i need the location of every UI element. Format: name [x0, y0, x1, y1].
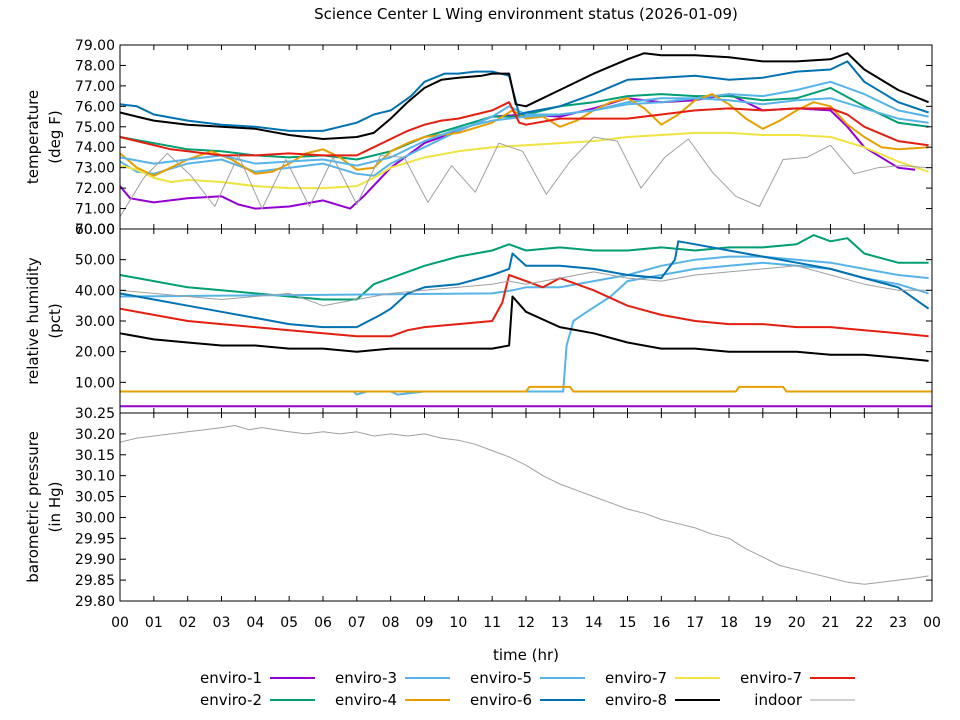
- temperature-series-enviro-7-6: [119, 131, 929, 190]
- x-tick-label: 05: [280, 615, 298, 631]
- temperature-ylabel-line: temperature: [24, 90, 42, 184]
- x-tick-label: 22: [855, 615, 873, 631]
- legend-label-enviro-7: enviro-7: [605, 669, 667, 687]
- x-tick-label: 17: [686, 615, 704, 631]
- humidity-ytick-label: 50.00: [75, 253, 115, 269]
- panel-humidity: 10.00 20.00 30.00 40.00 50.00 60.00 relative h…: [24, 222, 933, 414]
- humidity-series-enviro-5-4: [119, 255, 929, 298]
- chart-legend: enviro-1 enviro-2 enviro-3 enviro-4 enviro-5…: [200, 669, 855, 709]
- x-tick-label: 11: [483, 615, 501, 631]
- x-tick-label: 20: [788, 615, 806, 631]
- legend-label-enviro-1: enviro-1: [200, 669, 262, 687]
- x-tick-label: 15: [619, 615, 637, 631]
- temperature-ytick-label: 72.00: [75, 181, 115, 197]
- pressure-ytick-label: 30.00: [75, 510, 115, 526]
- legend-label-enviro-5: enviro-5: [470, 669, 532, 687]
- pressure-series-indoor-0: [119, 425, 929, 585]
- legend-label-enviro-2: enviro-2: [200, 691, 262, 709]
- temperature-ytick-label: 76.00: [75, 99, 115, 115]
- humidity-ylabel-line: (pct): [46, 303, 64, 338]
- pressure-ytick-label: 30.05: [75, 490, 115, 506]
- temperature-ytick-label: 77.00: [75, 79, 115, 95]
- x-tick-label: 06: [314, 615, 332, 631]
- chart-panels: 70.00 71.00 72.00 73.00 74.00 75.00 76.00 77.00…: [24, 38, 933, 610]
- x-tick-label: 02: [179, 615, 197, 631]
- pressure-ytick-label: 30.15: [75, 448, 115, 464]
- x-tick-label: 18: [720, 615, 738, 631]
- humidity-ylabel: relative humidity (pct): [24, 257, 64, 385]
- x-axis: 00 01 02 03 04 05 06 07 08 09 10 11 12 13 14 15 16 17 18 19…: [111, 615, 941, 631]
- temperature-ytick-label: 79.00: [75, 38, 115, 54]
- temperature-series-enviro-4-3: [119, 93, 929, 177]
- pressure-ytick-label: 29.85: [75, 573, 115, 589]
- pressure-ytick-label: 30.20: [75, 427, 115, 443]
- humidity-series-enviro-4-3: [120, 385, 932, 393]
- temperature-series-enviro-7-7: [119, 101, 929, 157]
- x-tick-label: 04: [246, 615, 264, 631]
- humidity-ytick-label: 30.00: [75, 314, 115, 330]
- temperature-series-enviro-8-8: [119, 52, 929, 140]
- temperature-ytick-label: 78.00: [75, 58, 115, 74]
- x-tick-label: 03: [213, 615, 231, 631]
- humidity-ytick-label: 20.00: [75, 345, 115, 361]
- x-tick-label: 07: [348, 615, 366, 631]
- x-tick-label: 01: [145, 615, 163, 631]
- panel-pressure: 29.80 29.85 29.90 29.95 30.00 30.05 30.10 30.15…: [24, 406, 933, 610]
- pressure-ytick-label: 30.25: [75, 406, 115, 422]
- pressure-ytick-label: 29.80: [75, 594, 115, 610]
- humidity-frame: [119, 228, 933, 414]
- humidity-series-enviro-6-5: [119, 240, 930, 329]
- x-tick-label: 23: [889, 615, 907, 631]
- pressure-frame: [119, 412, 933, 602]
- temperature-frame: [119, 44, 933, 230]
- chart-title: Science Center L Wing environment status…: [314, 5, 738, 23]
- legend-label-enviro-8: enviro-8: [605, 691, 667, 709]
- temperature-series-indoor-9: [119, 136, 929, 217]
- temperature-series-enviro-5-4: [119, 97, 929, 167]
- temperature-ytick-label: 75.00: [75, 120, 115, 136]
- humidity-ytick-label: 10.00: [75, 375, 115, 391]
- x-tick-label: 09: [416, 615, 434, 631]
- x-tick-label: 14: [585, 615, 603, 631]
- pressure-ylabel: barometric pressure (in Hg): [24, 431, 64, 583]
- humidity-series-enviro-7-6: [119, 274, 929, 338]
- humidity-series-indoor-8: [119, 265, 929, 307]
- legend-label-enviro-7: enviro-7: [740, 669, 802, 687]
- temperature-series-enviro-3-2: [119, 80, 929, 177]
- temperature-ylabel: temperature (deg F): [24, 90, 64, 184]
- x-tick-label: 13: [551, 615, 569, 631]
- legend-label-enviro-3: enviro-3: [335, 669, 397, 687]
- x-tick-label: 21: [822, 615, 840, 631]
- legend-label-enviro-4: enviro-4: [335, 691, 397, 709]
- panel-temperature: 70.00 71.00 72.00 73.00 74.00 75.00 76.00 77.00…: [24, 38, 933, 238]
- pressure-ylabel-line: barometric pressure: [24, 431, 42, 583]
- x-tick-label: 16: [652, 615, 670, 631]
- pressure-ytick-label: 30.10: [75, 469, 115, 485]
- temperature-ytick-label: 74.00: [75, 140, 115, 156]
- humidity-series-enviro-8-7: [119, 295, 929, 362]
- x-tick-label: 10: [449, 615, 467, 631]
- humidity-series-enviro-3-2: [120, 261, 929, 396]
- legend-label-enviro-6: enviro-6: [470, 691, 532, 709]
- pressure-ytick-label: 29.90: [75, 552, 115, 568]
- pressure-ylabel-line: (in Hg): [46, 482, 64, 533]
- legend-label-indoor: indoor: [754, 691, 803, 709]
- x-tick-label: 00: [923, 615, 941, 631]
- humidity-ylabel-line: relative humidity: [24, 257, 42, 385]
- x-tick-label: 08: [382, 615, 400, 631]
- temperature-ylabel-line: (deg F): [46, 110, 64, 163]
- x-tick-label: 19: [754, 615, 772, 631]
- temperature-series-enviro-6-5: [119, 60, 929, 132]
- pressure-ytick-label: 29.95: [75, 531, 115, 547]
- temperature-ytick-label: 71.00: [75, 202, 115, 218]
- x-axis-label: time (hr): [493, 646, 559, 664]
- humidity-ytick-label: 40.00: [75, 283, 115, 299]
- x-tick-label: 00: [111, 615, 129, 631]
- temperature-ytick-label: 70.00: [75, 222, 115, 238]
- humidity-ytick-label: 60.00: [75, 222, 115, 238]
- x-tick-label: 12: [517, 615, 535, 631]
- temperature-ytick-label: 73.00: [75, 161, 115, 177]
